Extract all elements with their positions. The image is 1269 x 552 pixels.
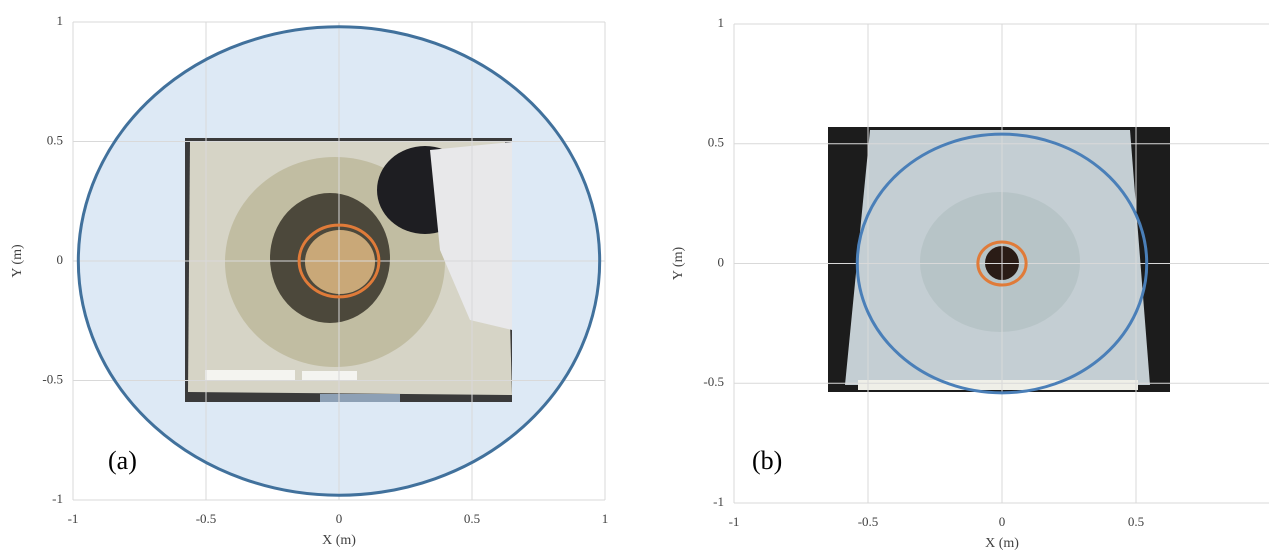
photo-strip — [320, 394, 400, 402]
panel-label: (a) — [108, 446, 137, 475]
photo — [185, 138, 512, 402]
y-axis-label: Y (m) — [671, 247, 686, 281]
x-axis-label: X (m) — [322, 533, 356, 548]
y-tick-label: -0.5 — [703, 374, 724, 389]
x-tick-label: -1 — [68, 511, 79, 526]
y-axis-label: Y (m) — [10, 244, 25, 278]
y-tick-label: 0.5 — [708, 135, 724, 150]
panel-label: (b) — [752, 446, 782, 475]
x-tick-label: 1 — [602, 511, 609, 526]
photo — [828, 127, 1170, 392]
y-tick-label: 0.5 — [47, 132, 63, 147]
y-tick-label: 1 — [57, 13, 64, 28]
x-tick-label: 0 — [336, 511, 343, 526]
x-axis-label: X (m) — [985, 536, 1019, 551]
photo-strip — [858, 380, 1138, 390]
photo-strip — [302, 371, 357, 380]
x-tick-label: 0 — [999, 514, 1006, 529]
figure: -1 -0.5 0 0.5 1 -1 -0.5 0 0.5 1 X (m) Y (m) (a) -1 -0.… — [0, 0, 1269, 552]
y-tick-label: 1 — [718, 15, 725, 30]
x-tick-label: -0.5 — [858, 514, 879, 529]
y-tick-label: 0 — [718, 254, 725, 269]
x-tick-label: 0.5 — [1128, 514, 1144, 529]
x-tick-label: 0.5 — [464, 511, 480, 526]
y-tick-label: -1 — [52, 491, 63, 506]
x-tick-label: -1 — [729, 514, 740, 529]
y-tick-label: -1 — [713, 494, 724, 509]
y-tick-label: -0.5 — [42, 371, 63, 386]
y-tick-label: 0 — [57, 252, 64, 267]
photo-strip — [205, 370, 295, 380]
photo-pan — [305, 230, 375, 294]
x-tick-label: -0.5 — [196, 511, 217, 526]
